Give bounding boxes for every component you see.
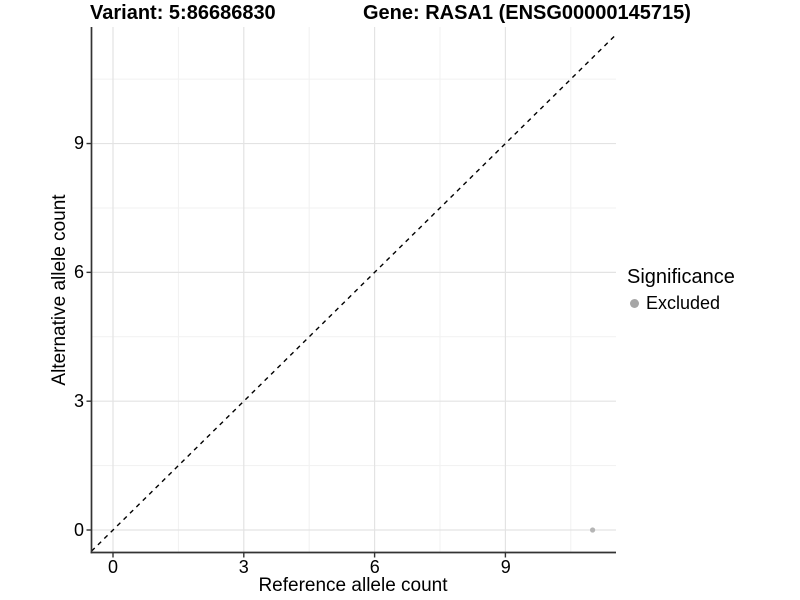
y-tick-label: 9	[73, 133, 84, 153]
plot-title-variant: Variant: 5:86686830	[90, 2, 276, 24]
x-tick-label: 6	[369, 557, 380, 577]
legend: Significance Excluded	[627, 266, 735, 314]
y-tick-label: 0	[73, 519, 84, 540]
x-tick-label: 3	[238, 557, 249, 577]
y-axis-title: Alternative allele count	[49, 194, 70, 386]
x-tick-label: 9	[500, 557, 511, 577]
identity-line	[91, 34, 617, 552]
x-axis-title: Reference allele count	[258, 575, 448, 596]
legend-dot-icon	[630, 299, 639, 308]
legend-item-excluded: Excluded	[630, 293, 735, 314]
y-tick-label: 3	[73, 390, 84, 411]
legend-item-label: Excluded	[646, 293, 721, 313]
legend-title: Significance	[627, 266, 735, 288]
plot-title-gene: Gene: RASA1 (ENSG00000145715)	[363, 2, 691, 24]
x-tick-label: 0	[107, 557, 118, 577]
data-point	[590, 527, 596, 533]
y-tick-label: 6	[73, 262, 84, 282]
